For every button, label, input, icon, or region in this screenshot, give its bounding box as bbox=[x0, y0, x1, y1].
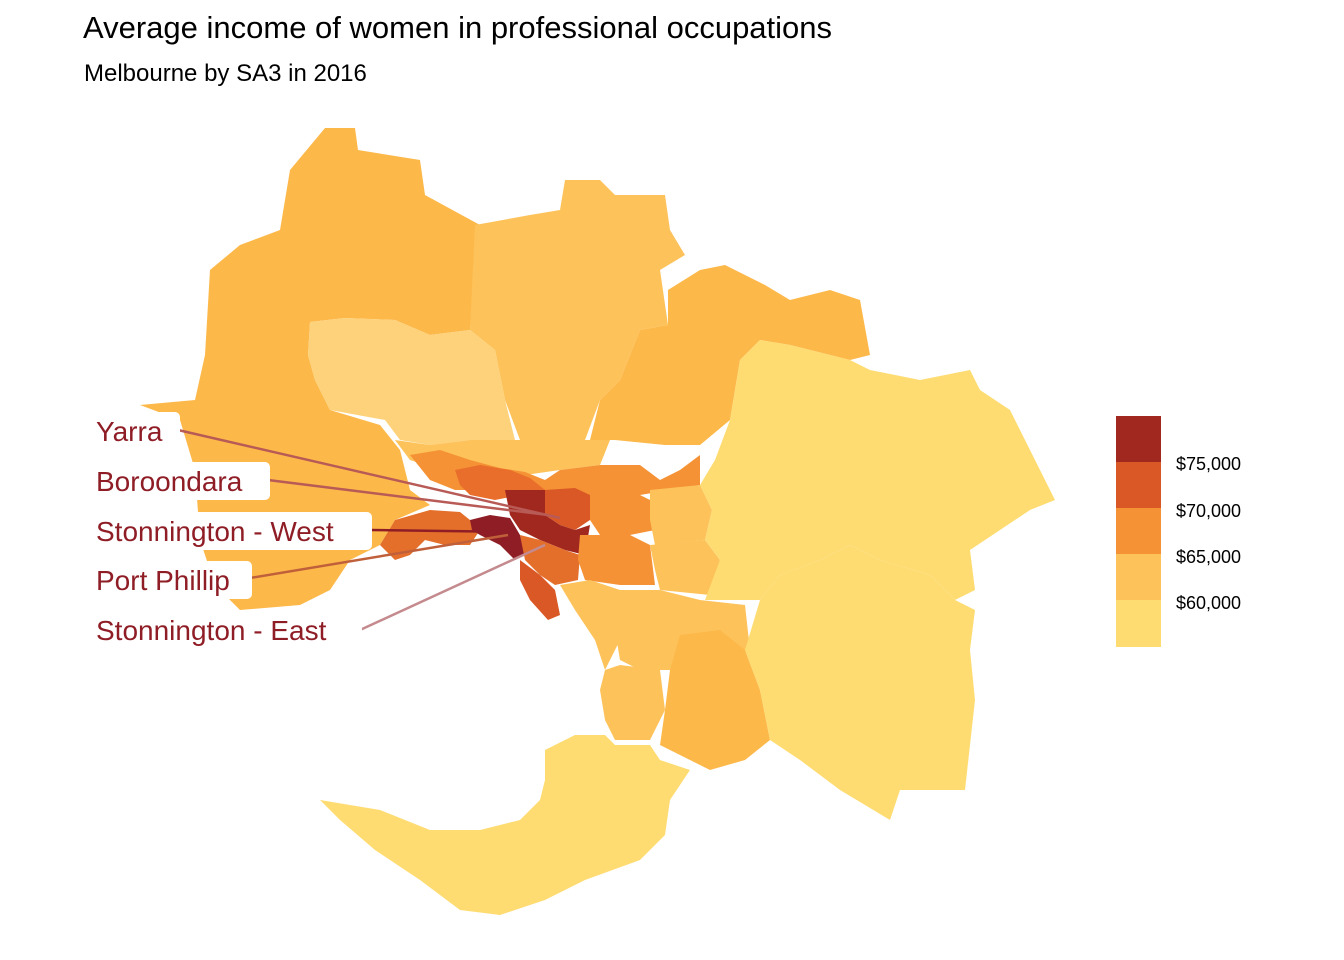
legend-label: $75,000 bbox=[1176, 454, 1241, 474]
label-box bbox=[90, 512, 372, 550]
legend-swatch bbox=[1116, 554, 1161, 600]
region bbox=[308, 318, 515, 445]
region bbox=[470, 180, 685, 440]
legend-swatch bbox=[1116, 508, 1161, 554]
label-boroondara: Boroondara bbox=[96, 466, 243, 497]
region bbox=[380, 510, 480, 560]
label-box bbox=[90, 561, 252, 599]
region bbox=[700, 340, 1055, 600]
legend-label: $65,000 bbox=[1176, 547, 1241, 567]
annotation-lines bbox=[177, 428, 561, 632]
region-boroondara bbox=[545, 488, 590, 530]
region bbox=[660, 630, 770, 770]
region bbox=[650, 485, 712, 545]
label-box bbox=[90, 412, 180, 450]
legend-swatch bbox=[1116, 600, 1161, 647]
label-stonnington-east: Stonnington - East bbox=[96, 615, 327, 646]
region bbox=[590, 495, 660, 535]
region bbox=[650, 540, 720, 595]
label-box bbox=[90, 611, 362, 649]
region bbox=[560, 580, 620, 670]
annotation-line-boroondara bbox=[267, 478, 549, 517]
region bbox=[520, 560, 560, 620]
label-stonnington-west: Stonnington - West bbox=[96, 516, 334, 547]
legend-label: $70,000 bbox=[1176, 501, 1241, 521]
label-yarra: Yarra bbox=[96, 416, 163, 447]
region bbox=[320, 735, 690, 915]
region bbox=[590, 265, 870, 445]
region bbox=[578, 535, 655, 585]
region bbox=[600, 665, 620, 700]
legend-swatch bbox=[1116, 462, 1161, 508]
map-title: Average income of women in professional … bbox=[83, 10, 833, 45]
map-subtitle: Melbourne by SA3 in 2016 bbox=[84, 60, 367, 87]
label-port-phillip: Port Phillip bbox=[96, 565, 230, 596]
annotation-labels: Yarra Boroondara Stonnington - West Port… bbox=[90, 412, 372, 649]
region-yarra bbox=[505, 490, 590, 555]
region bbox=[205, 128, 480, 355]
annotation-line-stonnington-west bbox=[369, 528, 516, 534]
annotation-line-port-phillip bbox=[249, 533, 509, 580]
legend: $75,000 $70,000 $65,000 $60,000 bbox=[1116, 416, 1241, 647]
region bbox=[745, 545, 975, 820]
region bbox=[410, 450, 700, 505]
region bbox=[520, 535, 580, 585]
legend-label: $60,000 bbox=[1176, 593, 1241, 613]
label-box bbox=[90, 462, 270, 500]
annotation-line-stonnington-east bbox=[359, 543, 546, 632]
legend-swatch bbox=[1116, 416, 1161, 462]
annotation-line-yarra bbox=[177, 428, 561, 520]
